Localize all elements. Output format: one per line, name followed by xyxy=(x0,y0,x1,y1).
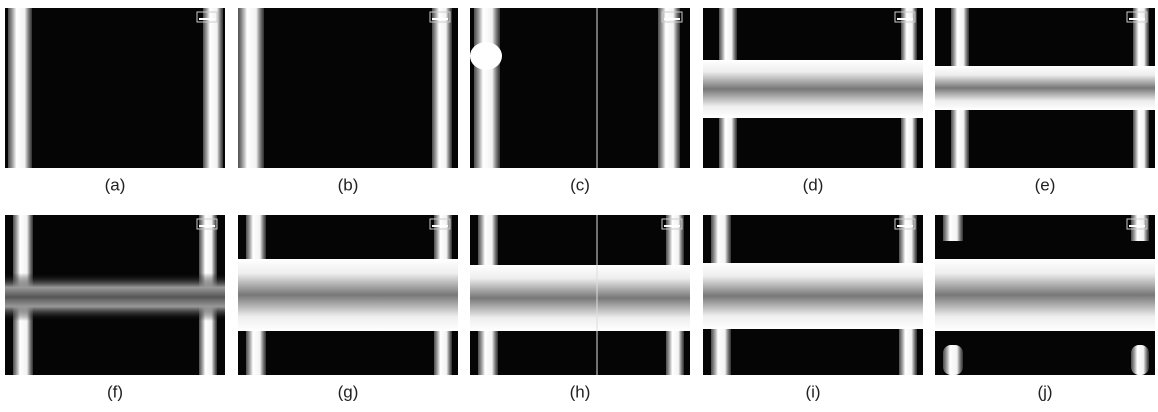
vertical-band xyxy=(943,345,963,375)
vertical-band xyxy=(1131,215,1149,241)
scale-marker xyxy=(894,218,916,230)
panel-label: (g) xyxy=(338,382,359,401)
vertical-band xyxy=(943,215,963,241)
vertical-band xyxy=(203,8,223,168)
panel-label: (a) xyxy=(105,175,126,194)
image-panel xyxy=(238,215,458,375)
image-panel xyxy=(5,8,225,168)
horizontal-band xyxy=(703,263,923,329)
panel-label: (i) xyxy=(805,382,820,401)
image-panel xyxy=(470,8,690,168)
panel-background xyxy=(238,8,458,168)
image-panel xyxy=(703,215,923,375)
vertical-band xyxy=(1131,345,1149,375)
vertical-band xyxy=(474,8,500,168)
panel-label: (b) xyxy=(338,175,359,194)
scale-marker xyxy=(894,11,916,23)
image-panel xyxy=(935,8,1155,168)
image-panel xyxy=(703,8,923,168)
scale-marker xyxy=(661,11,683,23)
scale-marker xyxy=(196,11,218,23)
panel-label: (h) xyxy=(570,382,591,401)
panel-label: (d) xyxy=(803,175,824,194)
panel-background xyxy=(5,8,225,168)
vertical-band xyxy=(8,8,32,168)
image-panel xyxy=(5,215,225,375)
horizontal-band xyxy=(935,66,1155,110)
scale-marker xyxy=(661,218,683,230)
image-panel xyxy=(238,8,458,168)
image-panel xyxy=(470,215,690,375)
horizontal-band xyxy=(935,259,1155,331)
panel-label: (e) xyxy=(1035,175,1056,194)
image-panel xyxy=(935,215,1155,375)
vertical-band xyxy=(658,8,680,168)
panel-label: (j) xyxy=(1037,382,1052,401)
scale-marker xyxy=(196,218,218,230)
scale-marker xyxy=(429,11,451,23)
horizontal-band xyxy=(5,273,225,321)
bright-spot xyxy=(470,42,502,70)
horizontal-band xyxy=(703,60,923,118)
panel-background xyxy=(470,8,690,168)
horizontal-band xyxy=(238,259,458,331)
horizontal-band xyxy=(470,265,690,331)
panel-label: (f) xyxy=(107,382,123,401)
vertical-band xyxy=(432,8,452,168)
scale-marker xyxy=(429,218,451,230)
scale-marker xyxy=(1126,11,1148,23)
scale-marker xyxy=(1126,218,1148,230)
panel-label: (c) xyxy=(570,175,590,194)
vertical-band xyxy=(238,8,264,168)
